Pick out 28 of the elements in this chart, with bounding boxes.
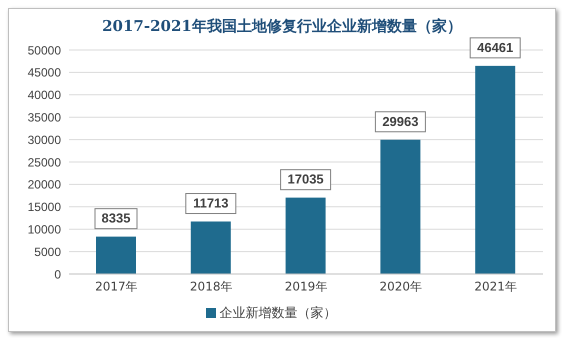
data-label: 29963 xyxy=(382,114,418,129)
x-tick-label: 2018年 xyxy=(190,280,232,294)
y-tick-label: 35000 xyxy=(28,110,62,124)
x-tick-label: 2019年 xyxy=(284,280,328,294)
bar xyxy=(475,66,516,274)
y-tick-label: 5000 xyxy=(34,244,62,259)
y-tick-label: 20000 xyxy=(28,178,62,192)
legend-label: 企业新增数量（家） xyxy=(220,306,336,321)
y-tick-label: 45000 xyxy=(28,66,62,80)
y-tick-label: 25000 xyxy=(28,155,62,170)
x-tick-label: 2020年 xyxy=(380,280,422,294)
y-tick-label: 10000 xyxy=(28,222,62,236)
bar xyxy=(286,198,326,274)
bar xyxy=(96,236,136,274)
y-tick-label: 15000 xyxy=(28,200,62,214)
chart-title: 2017-2021年我国土地修复行业企业新增数量（家） xyxy=(101,16,463,36)
y-tick-label: 40000 xyxy=(28,88,62,102)
x-tick-label: 2021年 xyxy=(474,280,517,294)
data-label: 46461 xyxy=(477,40,514,55)
data-label: 17035 xyxy=(288,172,324,187)
y-tick-label: 0 xyxy=(54,267,62,282)
bar xyxy=(380,140,420,274)
y-tick-label: 30000 xyxy=(28,132,62,147)
data-label: 8335 xyxy=(102,210,130,226)
data-label: 11713 xyxy=(193,196,229,211)
x-tick-label: 2017年 xyxy=(95,280,138,294)
y-tick-label: 50000 xyxy=(28,43,62,58)
bar xyxy=(190,222,231,274)
